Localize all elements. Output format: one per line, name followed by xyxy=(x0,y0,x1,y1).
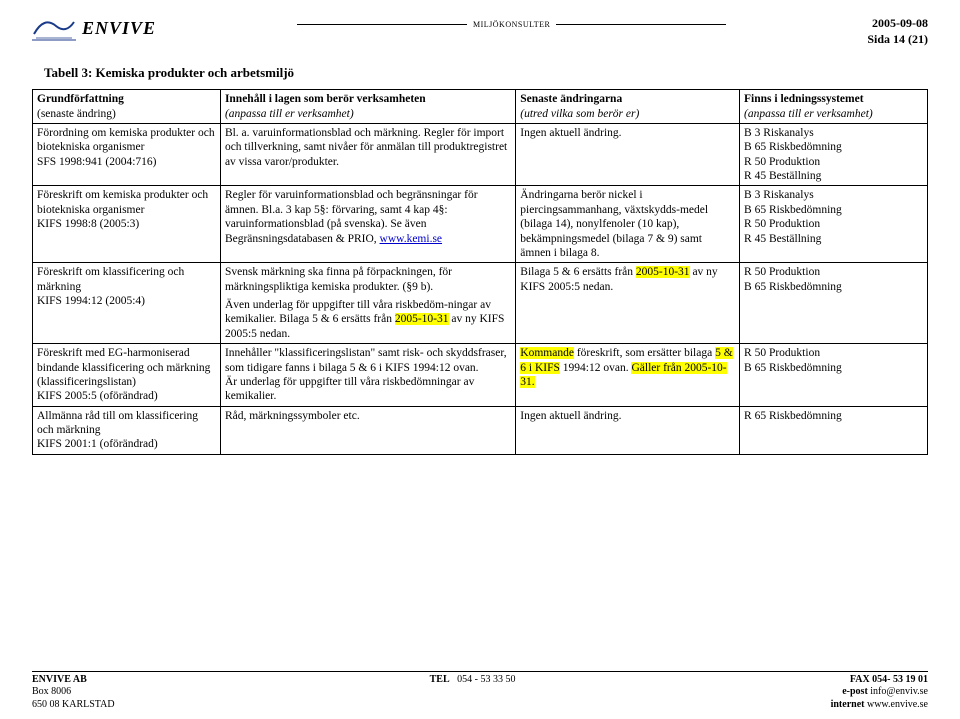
footer-rule xyxy=(32,671,928,672)
cell-andringar: Bilaga 5 & 6 ersätts från 2005-10-31 av … xyxy=(516,263,740,344)
cell-grundforfattning: Föreskrift med EG-harmoniserad bindande … xyxy=(33,344,221,407)
highlight-date: 2005-10-31 xyxy=(636,266,690,278)
col-header-text: Finns i ledningssystemet xyxy=(744,93,864,105)
cell-lednings: R 65 Riskbedömning xyxy=(740,406,928,454)
brand-block: ENVIVE xyxy=(32,14,156,42)
col-header-innehall: Innehåll i lagen som berör verksamheten … xyxy=(220,90,515,124)
divider-line-left xyxy=(297,24,467,25)
miljo-label: MILJÖKONSULTER xyxy=(473,20,550,29)
cell-lednings: B 3 Riskanalys B 65 Riskbedömning R 50 P… xyxy=(740,123,928,186)
col-header-sub: (anpassa till er verksamhet) xyxy=(744,108,873,120)
col-header-text: Grundförfattning xyxy=(37,93,124,105)
table-row: Föreskrift om klassificering och märknin… xyxy=(33,263,928,344)
footer-email: info@enviv.se xyxy=(870,686,928,697)
footer-tel-label: TEL xyxy=(430,674,450,685)
cell-andringar: Ändringarna berör nickel i piercingsamma… xyxy=(516,186,740,263)
col-header-sub: (anpassa till er verksamhet) xyxy=(225,108,354,120)
page-header: ENVIVE MILJÖKONSULTER 2005-09-08 Sida 14… xyxy=(32,14,928,47)
table-row: Föreskrift om kemiska produkter och biot… xyxy=(33,186,928,263)
cell-innehall: Svensk märkning ska finna på förpackning… xyxy=(220,263,515,344)
footer-mid: TEL 054 - 53 33 50 xyxy=(430,674,516,712)
col-header-andringar: Senaste ändringarna (utred vilka som ber… xyxy=(516,90,740,124)
cell-lednings: R 50 Produktion B 65 Riskbedömning xyxy=(740,344,928,407)
highlight-date: 2005-10-31 xyxy=(395,313,449,325)
header-divider: MILJÖKONSULTER xyxy=(156,14,867,29)
cell-text-line2: Även underlag för uppgifter till våra ri… xyxy=(225,298,511,341)
company-name: ENVIVE AB xyxy=(32,674,87,685)
footer-tel: 054 - 53 33 50 xyxy=(452,674,515,685)
header-date: 2005-09-08 xyxy=(867,16,928,32)
cell-innehall: Råd, märkningssymboler etc. xyxy=(220,406,515,454)
table-header-row: Grundförfattning (senaste ändring) Inneh… xyxy=(33,90,928,124)
col-header-sub: (senaste ändring) xyxy=(37,108,116,120)
col-header-text: Innehåll i lagen som berör verksamheten xyxy=(225,93,426,105)
footer-box: Box 8006 xyxy=(32,686,71,697)
page-footer: ENVIVE AB Box 8006 650 08 KARLSTAD TEL 0… xyxy=(32,671,928,712)
col-header-text: Senaste ändringarna xyxy=(520,93,622,105)
cell-innehall: Bl. a. varuinformationsblad och märkning… xyxy=(220,123,515,186)
table-row: Förordning om kemiska produkter och biot… xyxy=(33,123,928,186)
cell-innehall: Regler för varuinformationsblad och begr… xyxy=(220,186,515,263)
cell-innehall: Innehåller "klassificeringslistan" samt … xyxy=(220,344,515,407)
cell-lednings: R 50 Produktion B 65 Riskbedömning xyxy=(740,263,928,344)
table-row: Föreskrift med EG-harmoniserad bindande … xyxy=(33,344,928,407)
envive-logo-icon xyxy=(32,14,76,42)
kemi-link[interactable]: www.kemi.se xyxy=(380,233,443,245)
footer-epost-label: e-post xyxy=(842,686,870,697)
footer-left: ENVIVE AB Box 8006 650 08 KARLSTAD xyxy=(32,674,115,712)
footer-city: 650 08 KARLSTAD xyxy=(32,699,115,710)
cell-andringar: Ingen aktuell ändring. xyxy=(516,406,740,454)
footer-fax: FAX 054- 53 19 01 xyxy=(850,674,928,685)
date-page-block: 2005-09-08 Sida 14 (21) xyxy=(867,14,928,47)
cell-grundforfattning: Föreskrift om klassificering och märknin… xyxy=(33,263,221,344)
col-header-lednings: Finns i ledningssystemet (anpassa till e… xyxy=(740,90,928,124)
cell-grundforfattning: Allmänna råd till om klassificering och … xyxy=(33,406,221,454)
cell-text-line1: Svensk märkning ska finna på förpackning… xyxy=(225,265,511,294)
kemiska-table: Grundförfattning (senaste ändring) Inneh… xyxy=(32,89,928,455)
cell-grundforfattning: Förordning om kemiska produkter och biot… xyxy=(33,123,221,186)
table-row: Allmänna råd till om klassificering och … xyxy=(33,406,928,454)
cell-andringar: Ingen aktuell ändring. xyxy=(516,123,740,186)
footer-right: FAX 054- 53 19 01 e-post info@enviv.se i… xyxy=(831,674,928,712)
footer-url: www.envive.se xyxy=(867,699,928,710)
cell-lednings: B 3 Riskanalys B 65 Riskbedömning R 50 P… xyxy=(740,186,928,263)
col-header-sub: (utred vilka som berör er) xyxy=(520,108,639,120)
col-header-grundforfattning: Grundförfattning (senaste ändring) xyxy=(33,90,221,124)
footer-internet-label: internet xyxy=(831,699,867,710)
divider-line-right xyxy=(556,24,726,25)
header-page: Sida 14 (21) xyxy=(867,32,928,48)
brand-name: ENVIVE xyxy=(82,18,156,39)
cell-grundforfattning: Föreskrift om kemiska produkter och biot… xyxy=(33,186,221,263)
table-title: Tabell 3: Kemiska produkter och arbetsmi… xyxy=(44,65,928,81)
cell-andringar: Kommande föreskrift, som ersätter bilaga… xyxy=(516,344,740,407)
highlight-text: Kommande xyxy=(520,347,574,359)
